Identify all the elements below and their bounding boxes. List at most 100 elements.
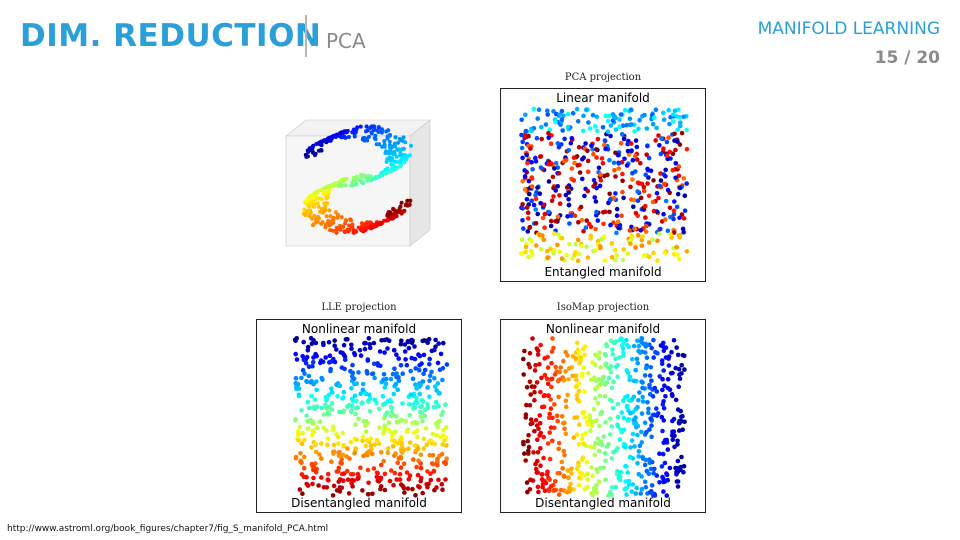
scatter-point [602,138,608,143]
scatter-point [650,394,656,399]
scatter-point [551,194,556,199]
scatter-point [321,412,327,417]
scatter-point [335,212,340,217]
scatter-point [533,466,539,472]
scatter-point [323,355,328,360]
scatter-point [412,405,418,410]
scatter-point [614,213,620,218]
scatter-point [682,193,688,198]
scatter-point [639,237,645,243]
scatter-point [544,376,550,381]
scatter-point [621,195,626,201]
scatter-point [306,405,312,411]
scatter-point [643,350,648,355]
scatter-point [680,427,685,432]
scatter-point [576,251,582,257]
scatter-point [649,488,654,494]
scatter-point [576,144,582,150]
scatter-point [518,251,524,256]
scatter-point [381,377,386,382]
scatter-point [316,148,321,153]
scatter-point [435,424,440,430]
scatter-point [425,405,431,410]
scatter-point [609,424,615,429]
scatter-point [635,189,640,194]
scatter-point [632,444,637,449]
scatter-point [591,445,597,450]
scatter-point [550,174,556,180]
scatter-point [651,337,656,343]
scatter-point [554,111,559,117]
scatter-point [349,346,354,351]
scatter-point [672,433,677,439]
scatter-point [583,141,588,146]
scatter-point [651,470,656,476]
scatter-point [581,155,586,160]
scatter-point [406,402,412,407]
scatter-point [619,213,624,218]
scatter-point [566,190,572,195]
source-link[interactable]: http://www.astroml.org/book_figures/chap… [7,524,329,534]
scatter-point [652,115,657,120]
scatter-point [402,146,406,151]
scatter-point [423,426,429,431]
scatter-point [371,340,377,346]
scatter-point [323,205,328,210]
scatter-point [654,406,659,411]
scatter-point [655,238,660,243]
scatter-point [675,352,681,358]
scatter-point [650,237,655,242]
scatter-point [585,370,591,376]
scatter-point [590,473,595,479]
scatter-point [682,353,687,359]
scatter-point [630,157,636,163]
scatter-point [397,164,402,169]
scatter-point [635,198,641,203]
scatter-point [594,384,599,390]
scatter-point [615,414,621,420]
scatter-point [318,140,323,145]
scatter-point [603,353,608,358]
scatter-point [601,210,606,215]
scatter-point [630,431,636,437]
scatter-point [440,365,446,371]
scatter-point [594,483,599,488]
scatter-point [302,207,307,212]
scatter-point [323,185,328,190]
scatter-point [409,337,414,343]
scatter-point [545,365,551,370]
scatter-point [370,491,375,497]
scatter-point [666,363,672,368]
scatter-point [344,130,349,135]
scatter-point [533,417,539,423]
scatter-point [636,471,642,477]
scatter-point [581,113,586,119]
scatter-point [675,139,680,145]
scatter-point [553,188,558,193]
scatter-point [439,451,445,457]
scatter-point [563,369,568,374]
scatter-point [633,245,638,250]
scatter-point [631,204,636,209]
scatter-point [392,366,397,371]
scatter-point [629,148,634,153]
scatter-point [567,485,572,491]
lle-scatter [292,335,450,498]
scatter-point [636,454,641,459]
scatter-point [679,419,684,424]
scatter-point [552,425,557,431]
scatter-point [645,143,650,148]
scatter-point [639,429,644,435]
scatter-point [401,461,407,466]
scatter-point [603,458,608,464]
scatter-point [661,489,666,494]
scatter-point [390,371,396,377]
isomap-scatter [521,336,687,498]
scatter-point [549,349,555,354]
scatter-point [548,218,554,224]
scatter-point [427,356,432,362]
scatter-point [542,488,548,493]
scatter-point [661,440,666,445]
scatter-point [313,153,317,158]
scatter-point [603,146,608,152]
